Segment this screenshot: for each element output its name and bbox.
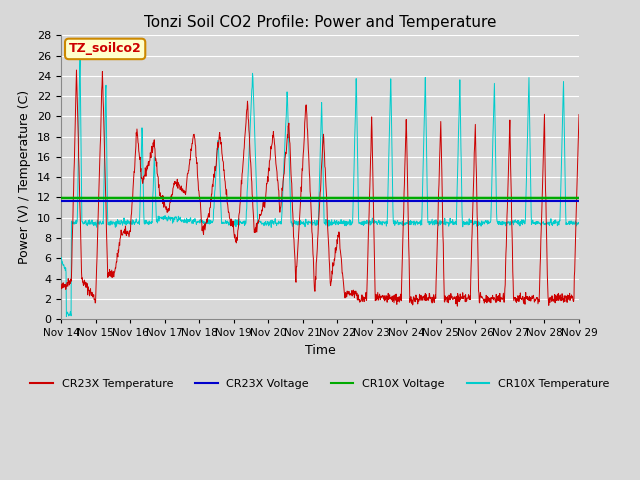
- Y-axis label: Power (V) / Temperature (C): Power (V) / Temperature (C): [19, 90, 31, 264]
- Title: Tonzi Soil CO2 Profile: Power and Temperature: Tonzi Soil CO2 Profile: Power and Temper…: [144, 15, 496, 30]
- X-axis label: Time: Time: [305, 344, 335, 357]
- Legend: CR23X Temperature, CR23X Voltage, CR10X Voltage, CR10X Temperature: CR23X Temperature, CR23X Voltage, CR10X …: [26, 374, 614, 393]
- Text: TZ_soilco2: TZ_soilco2: [68, 42, 141, 55]
